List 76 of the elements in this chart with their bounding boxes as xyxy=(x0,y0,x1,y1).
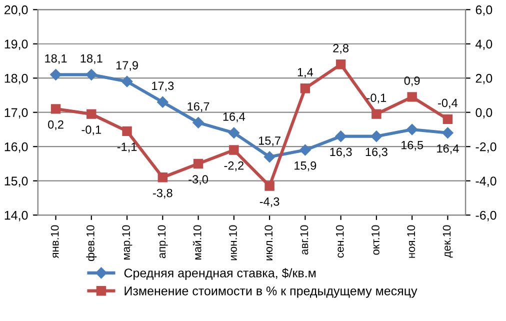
x-tick-label: ноя.10 xyxy=(407,225,416,258)
x-tick-label: фев.10 xyxy=(86,225,97,261)
point xyxy=(228,127,240,138)
y2-tick-label: 2,0 xyxy=(476,74,492,84)
point xyxy=(264,151,276,162)
point xyxy=(193,158,204,169)
y-tick-label: 14,0 xyxy=(4,210,28,222)
data-label: 15,7 xyxy=(258,136,280,146)
point xyxy=(192,117,204,128)
data-label: 0,2 xyxy=(48,120,64,130)
data-label: -4,3 xyxy=(260,197,280,208)
point xyxy=(406,124,418,136)
legend-label: Средняя арендная ставка, $/кв.м xyxy=(124,268,316,280)
data-label: 2,8 xyxy=(333,44,349,54)
data-label: -0,1 xyxy=(366,94,386,104)
point xyxy=(50,69,62,80)
y-tick-label: 16,0 xyxy=(4,142,28,153)
data-label: 17,9 xyxy=(116,61,138,71)
x-tick-label: мар.10 xyxy=(122,225,132,260)
y-tick-label: 15,0 xyxy=(4,176,28,187)
data-label: -0,1 xyxy=(82,125,101,136)
data-label: 16,5 xyxy=(401,140,424,151)
point xyxy=(372,109,382,119)
y-tick-label: 20,0 xyxy=(4,5,28,16)
x-tick-label: дек.10 xyxy=(442,225,453,258)
y2-tick-label: 0,0 xyxy=(476,108,492,118)
point xyxy=(86,69,97,80)
point xyxy=(442,127,454,138)
point xyxy=(442,114,453,124)
y2-tick-label: 4,0 xyxy=(476,40,492,50)
data-label: 17,3 xyxy=(152,82,174,92)
y2-tick-label: -6,0 xyxy=(476,210,496,222)
y-tick-label: 19,0 xyxy=(4,40,28,50)
data-label: 18,1 xyxy=(45,54,67,64)
legend-label: Изменение стоимости в % к предыдущему месяцу xyxy=(124,286,418,298)
data-label: 16,3 xyxy=(366,148,388,158)
point xyxy=(86,109,96,119)
x-tick-label: май.10 xyxy=(192,225,202,260)
x-tick-label: авг.10 xyxy=(300,225,308,255)
data-label: -2,2 xyxy=(224,161,244,172)
point xyxy=(121,76,133,88)
point xyxy=(158,172,168,182)
x-tick-label: июл.10 xyxy=(264,225,273,260)
point xyxy=(157,96,168,108)
data-label: -1,1 xyxy=(117,142,137,152)
x-tick-label: июн.10 xyxy=(229,225,237,260)
data-label: 0,9 xyxy=(404,76,420,86)
data-label: -0,4 xyxy=(438,98,458,109)
data-label: 16,3 xyxy=(330,148,352,158)
y-tick-label: 18,0 xyxy=(4,74,28,84)
point xyxy=(370,130,382,142)
data-label: 16,4 xyxy=(223,112,246,122)
y2-tick-label: -2,0 xyxy=(476,142,496,153)
y2-tick-label: 6,0 xyxy=(476,5,492,16)
x-tick-label: янв.10 xyxy=(50,225,59,258)
y-tick-label: 17,0 xyxy=(4,108,28,118)
x-tick-label: окт.10 xyxy=(372,225,380,255)
point xyxy=(264,181,274,191)
point xyxy=(300,84,310,94)
point xyxy=(407,92,417,102)
data-label: 16,7 xyxy=(188,102,210,112)
point xyxy=(50,104,61,114)
point xyxy=(335,130,346,142)
point xyxy=(300,144,311,156)
point xyxy=(122,126,132,136)
y2-tick-label: -4,0 xyxy=(476,176,496,187)
data-label: 1,4 xyxy=(298,68,314,78)
point xyxy=(229,145,239,155)
data-label: 18,1 xyxy=(80,54,102,64)
data-label: -3,8 xyxy=(153,188,172,199)
point xyxy=(336,60,346,70)
x-tick-label: апр.10 xyxy=(158,225,168,258)
data-label: 15,9 xyxy=(294,161,316,172)
data-label: 16,4 xyxy=(437,144,459,154)
x-tick-label: сен.10 xyxy=(336,225,344,258)
data-label: -3,0 xyxy=(188,175,208,185)
